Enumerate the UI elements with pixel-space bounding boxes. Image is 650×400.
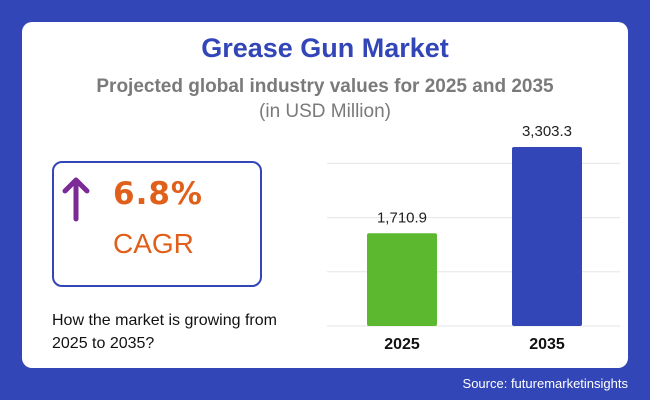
x-tick-label: 2025: [384, 336, 420, 353]
cagr-question: How the market is growing from 2025 to 2…: [52, 312, 277, 352]
subtitle: Projected global industry values for 202…: [96, 76, 554, 97]
cagr-value: 6.8%: [113, 176, 203, 212]
page-title: Grease Gun Market: [201, 33, 449, 63]
x-tick-label: 2035: [529, 336, 565, 353]
cagr-label: CAGR: [113, 228, 194, 259]
data-label: 3,303.3: [522, 123, 572, 140]
arrow-up-icon: [62, 177, 90, 222]
bar-2035: [512, 147, 582, 326]
source-label: Source: futuremarketinsights: [462, 376, 628, 391]
cagr-box: [52, 161, 262, 287]
unit-label: (in USD Million): [259, 101, 391, 122]
bar-2025: [367, 233, 437, 326]
data-label: 1,710.9: [377, 209, 427, 226]
